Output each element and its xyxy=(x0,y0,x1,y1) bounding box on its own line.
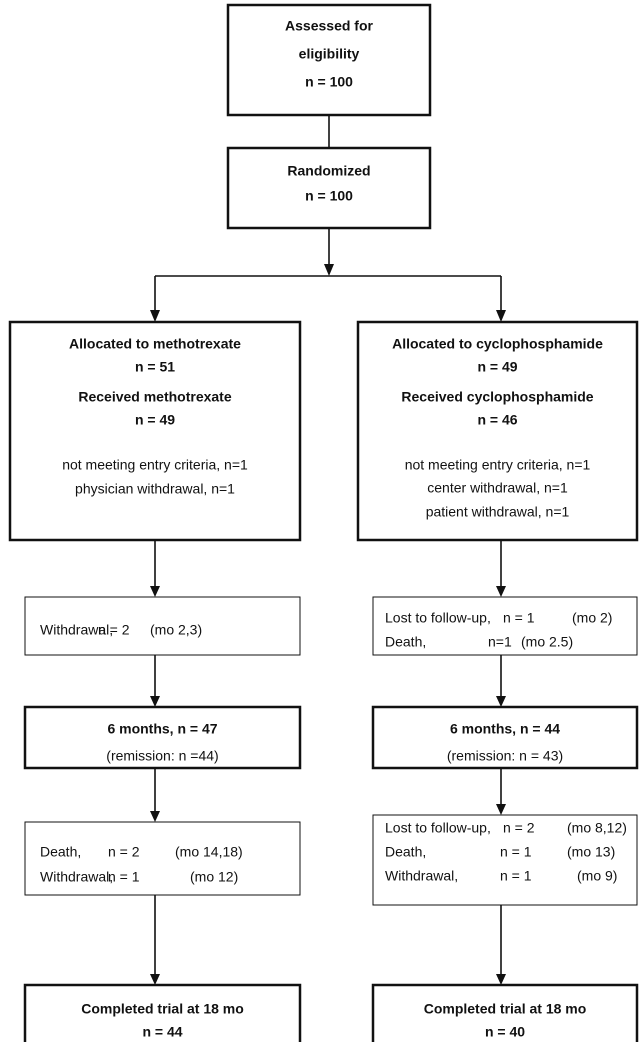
box-text: center withdrawal, n=1 xyxy=(427,480,568,496)
box: Lost to follow-up, n = 2 (mo 8,12) Death, n … xyxy=(372,814,638,906)
box-text: 6 months, n = 47 xyxy=(107,721,217,737)
box: Completed trial at 18 mo n = 44 xyxy=(23,983,302,1042)
box-text: Completed trial at 18 mo xyxy=(424,1001,587,1017)
box-text: not meeting entry criteria, n=1 xyxy=(405,457,591,473)
box-text: (mo 8,12) xyxy=(567,820,627,836)
box: 6 months, n = 44 (remission: n = 43) xyxy=(371,705,639,770)
box-text: n = 1 xyxy=(500,868,532,884)
arrowhead xyxy=(150,974,160,985)
box-text: Withdrawal, xyxy=(40,622,113,638)
box-text: n = 49 xyxy=(135,412,175,428)
box-text: Randomized xyxy=(287,163,370,179)
box-text: (mo 14,18) xyxy=(175,844,243,860)
arrowhead xyxy=(496,696,506,707)
box-border xyxy=(356,320,639,542)
box-text: (mo 2,3) xyxy=(150,622,202,638)
box-text: n = 51 xyxy=(135,359,175,375)
box-text: (mo 13) xyxy=(567,844,615,860)
box-text: Death, xyxy=(385,634,426,650)
arrowhead xyxy=(150,696,160,707)
box-text: Lost to follow-up, xyxy=(385,820,491,836)
box-text: Received cyclophosphamide xyxy=(401,389,593,405)
arrowhead xyxy=(496,804,506,815)
box-text: n = 46 xyxy=(477,412,517,428)
box: Randomized n = 100 xyxy=(226,146,432,230)
box: Assessed for eligibility n = 100 xyxy=(226,3,432,117)
box-border xyxy=(8,320,302,542)
box-border xyxy=(24,596,301,656)
box: Lost to follow-up, n = 1 (mo 2) Death, n=1 (m… xyxy=(372,596,638,656)
box-text: n = 100 xyxy=(305,188,353,204)
box-text: (mo 2) xyxy=(572,610,612,626)
box: 6 months, n = 47 (remission: n =44) xyxy=(23,705,302,770)
box: Completed trial at 18 mo n = 40 xyxy=(371,983,639,1042)
box-text: Completed trial at 18 mo xyxy=(81,1001,244,1017)
box-border xyxy=(226,3,432,117)
box-text: n = 44 xyxy=(142,1024,182,1040)
box-text: (mo 12) xyxy=(190,869,238,885)
box-text: eligibility xyxy=(299,46,360,62)
box-border xyxy=(371,705,639,770)
arrowhead xyxy=(496,310,506,322)
box-text: n=1 xyxy=(488,634,512,650)
connectors xyxy=(150,115,506,985)
box-text: Lost to follow-up, xyxy=(385,610,491,626)
box-border xyxy=(226,146,432,230)
box: Death, n = 2 (mo 14,18) Withdrawal,n = 1 (mo… xyxy=(24,821,301,896)
box-text: n = 49 xyxy=(477,359,517,375)
box: Allocated to methotrexate n = 51 Received … xyxy=(8,320,302,542)
box-text: (remission: n = 43) xyxy=(447,748,563,764)
box: Withdrawal,n = 2 (mo 2,3) xyxy=(24,596,301,656)
box-text: Allocated to methotrexate xyxy=(69,336,241,352)
box-text: n = 2 xyxy=(503,820,535,836)
box-text: n = 1 xyxy=(503,610,535,626)
box-text: Received methotrexate xyxy=(78,389,232,405)
box-border xyxy=(372,596,638,656)
box-text: Death, xyxy=(40,844,81,860)
box-border xyxy=(23,983,302,1042)
arrowhead xyxy=(150,811,160,822)
arrowhead xyxy=(324,264,334,276)
box-text: (mo 9) xyxy=(577,868,617,884)
box-text: Withdrawal, xyxy=(40,869,113,885)
box-border xyxy=(24,821,301,896)
box-text: Death, xyxy=(385,844,426,860)
box: Allocated to cyclophosphamide n = 49 Recei… xyxy=(356,320,639,542)
box-text: not meeting entry criteria, n=1 xyxy=(62,457,248,473)
box-text: n = 2 xyxy=(98,622,130,638)
arrowhead xyxy=(496,586,506,597)
box-text: 6 months, n = 44 xyxy=(450,721,560,737)
arrowhead xyxy=(496,974,506,985)
arrowhead xyxy=(150,586,160,597)
box-text: n = 100 xyxy=(305,74,353,90)
box-text: Withdrawal, xyxy=(385,868,458,884)
box-text: (remission: n =44) xyxy=(106,748,218,764)
box-text: Assessed for xyxy=(285,18,373,34)
box-text: n = 2 xyxy=(108,844,140,860)
box-border xyxy=(372,814,638,906)
box-text: physician withdrawal, n=1 xyxy=(75,481,235,497)
box-border xyxy=(371,983,639,1042)
box-text: n = 1 xyxy=(108,869,140,885)
box-text: patient withdrawal, n=1 xyxy=(426,504,570,520)
box-text: n = 1 xyxy=(500,844,532,860)
box-text: n = 40 xyxy=(485,1024,525,1040)
box-text: (mo 2.5) xyxy=(521,634,573,650)
box-border xyxy=(23,705,302,770)
arrowhead xyxy=(150,310,160,322)
box-text: Allocated to cyclophosphamide xyxy=(392,336,603,352)
